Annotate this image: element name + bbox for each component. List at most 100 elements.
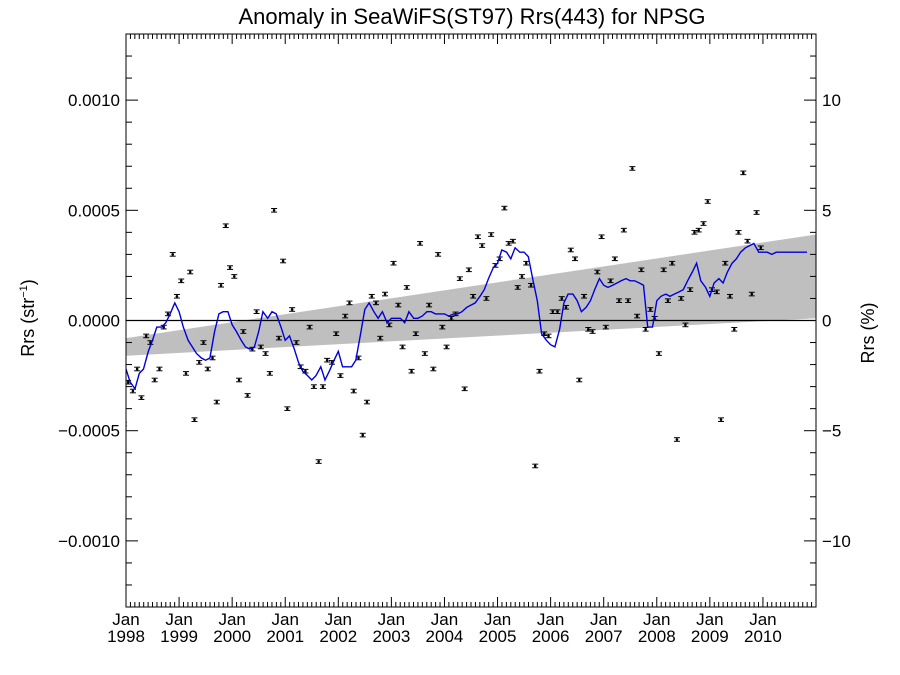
data-point — [435, 252, 442, 257]
data-point — [204, 366, 211, 372]
data-point — [359, 432, 366, 438]
y-axis-label-left-base: Rrs (str — [18, 298, 38, 357]
data-point — [687, 287, 694, 292]
data-point — [501, 205, 508, 211]
data-point — [483, 296, 490, 301]
x-tick-label-month: Jan — [537, 610, 564, 629]
data-point — [280, 258, 287, 264]
data-point — [479, 243, 486, 248]
data-point — [421, 351, 428, 356]
data-point — [253, 309, 260, 314]
data-point — [554, 309, 561, 314]
data-point — [470, 293, 477, 299]
data-point — [682, 322, 689, 328]
data-point — [793, 0, 799, 1]
data-point — [731, 327, 738, 332]
data-point — [377, 335, 384, 341]
data-point — [430, 366, 437, 372]
data-point — [262, 351, 269, 356]
y-tick-label-left: −0.0005 — [58, 422, 120, 441]
data-point — [213, 399, 220, 405]
y-axis-label-left-close: ) — [18, 279, 38, 285]
data-point — [717, 417, 724, 422]
data-point — [306, 324, 313, 330]
data-point — [200, 340, 207, 345]
plot-inner — [126, 0, 816, 469]
data-point — [748, 291, 755, 297]
x-tick-label-month: Jan — [165, 610, 192, 629]
data-point — [293, 340, 300, 345]
data-point — [611, 256, 618, 262]
data-point — [368, 293, 375, 299]
data-point — [762, 0, 768, 1]
data-point — [227, 265, 234, 270]
y-tick-label-left: −0.0010 — [58, 532, 120, 551]
data-point — [642, 327, 649, 332]
data-point — [271, 208, 278, 213]
data-point — [660, 267, 667, 273]
data-point — [598, 234, 605, 240]
x-tick-label-year: 2001 — [266, 627, 304, 646]
x-tick-label-month: Jan — [325, 610, 352, 629]
data-point — [634, 313, 641, 319]
data-point — [735, 230, 742, 235]
data-point — [222, 223, 229, 229]
data-point — [284, 406, 291, 411]
x-tick-label-year: 1998 — [107, 627, 145, 646]
x-tick-label-year: 1999 — [160, 627, 198, 646]
data-point — [417, 241, 424, 246]
data-point — [638, 267, 645, 273]
data-point — [488, 232, 495, 237]
x-tick-label-month: Jan — [112, 610, 139, 629]
data-point — [310, 384, 317, 389]
data-point — [169, 252, 176, 257]
data-point — [395, 302, 402, 308]
data-point — [505, 241, 512, 246]
data-point — [240, 329, 247, 334]
y-axis-label-right: Rrs (%) — [858, 303, 878, 364]
x-tick-label-month: Jan — [218, 610, 245, 629]
x-tick-label-month: Jan — [696, 610, 723, 629]
x-tick-label-year: 2005 — [479, 627, 517, 646]
data-point — [187, 269, 194, 275]
y-tick-label-right: 5 — [822, 201, 831, 220]
data-point — [236, 377, 243, 383]
x-tick-label-month: Jan — [431, 610, 458, 629]
data-point — [514, 285, 521, 290]
data-point — [789, 0, 795, 1]
data-point — [456, 276, 463, 281]
data-point — [664, 298, 671, 303]
data-point — [780, 0, 786, 1]
data-points — [126, 0, 799, 469]
data-point — [474, 234, 481, 240]
x-tick-label-year: 2004 — [426, 627, 464, 646]
data-point — [757, 245, 764, 251]
data-point — [509, 238, 516, 244]
data-point — [134, 366, 141, 372]
axis-ticks: Jan1998Jan1999Jan2000Jan2001Jan2002Jan20… — [58, 33, 851, 646]
data-point — [289, 307, 296, 312]
x-tick-label-year: 2008 — [638, 627, 676, 646]
data-point — [324, 357, 331, 363]
x-tick-label-month: Jan — [749, 610, 776, 629]
x-tick-label-month: Jan — [272, 610, 299, 629]
data-point — [342, 313, 349, 319]
data-point — [713, 289, 720, 295]
data-point — [151, 377, 158, 383]
data-point — [426, 302, 433, 308]
data-point — [143, 333, 150, 339]
trend-band — [126, 234, 816, 356]
data-point — [616, 298, 623, 303]
x-tick-label-year: 2007 — [585, 627, 623, 646]
y-tick-label-right: 10 — [822, 91, 841, 110]
x-tick-label-month: Jan — [378, 610, 405, 629]
data-point — [532, 463, 539, 469]
data-point — [629, 166, 636, 171]
data-point — [218, 282, 225, 288]
smoothed-line — [126, 242, 807, 391]
data-point — [403, 285, 410, 290]
y-tick-label-right: −5 — [822, 422, 841, 441]
y-tick-label-left: 0.0010 — [68, 91, 120, 110]
data-point — [625, 298, 632, 303]
data-point — [443, 344, 450, 350]
